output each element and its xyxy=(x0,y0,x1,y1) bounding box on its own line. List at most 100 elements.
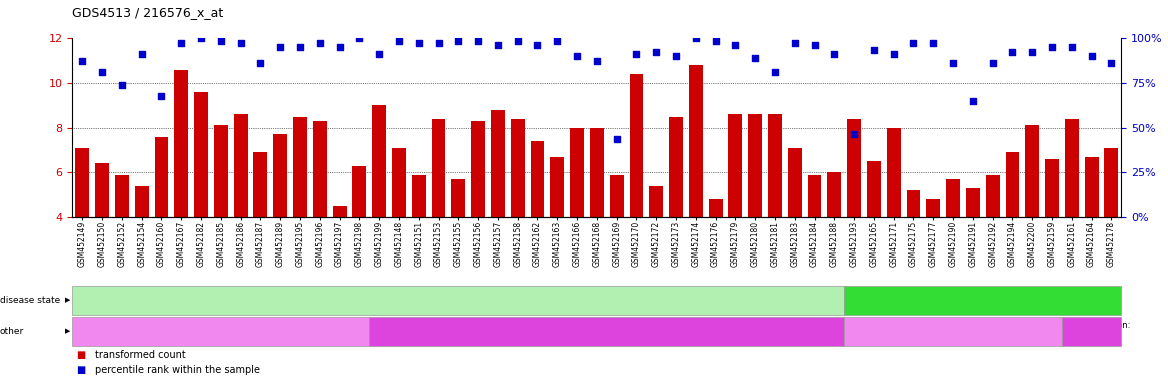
Text: ▶: ▶ xyxy=(64,328,70,334)
Point xyxy=(331,44,349,50)
Text: ▶: ▶ xyxy=(64,298,70,303)
Point xyxy=(231,40,250,46)
Bar xyxy=(530,141,544,217)
Point xyxy=(350,35,369,41)
Point xyxy=(785,40,804,46)
Point xyxy=(746,55,765,61)
Point xyxy=(192,35,210,41)
Bar xyxy=(887,127,901,217)
Bar xyxy=(174,70,188,217)
Bar xyxy=(491,110,505,217)
Point xyxy=(370,51,389,57)
Text: other: other xyxy=(0,327,25,336)
Point xyxy=(410,40,429,46)
Point xyxy=(152,93,171,99)
Point xyxy=(667,53,686,59)
Bar xyxy=(412,175,425,217)
Bar xyxy=(669,116,683,217)
Point xyxy=(251,60,270,66)
Point xyxy=(468,38,487,44)
Point xyxy=(1083,53,1101,59)
Bar xyxy=(451,179,465,217)
Bar xyxy=(432,119,445,217)
Bar xyxy=(392,148,405,217)
Point xyxy=(92,69,111,75)
Bar xyxy=(154,137,168,217)
Bar xyxy=(649,186,663,217)
Point xyxy=(112,82,131,88)
Point xyxy=(291,44,310,50)
Bar xyxy=(1026,126,1040,217)
Bar xyxy=(769,114,781,217)
Text: disease state: disease state xyxy=(0,296,61,305)
Point xyxy=(508,38,527,44)
Text: percentile rank within the sample: percentile rank within the sample xyxy=(95,365,259,375)
Bar xyxy=(807,175,821,217)
Point xyxy=(72,58,91,64)
Point xyxy=(1023,49,1042,55)
Bar xyxy=(114,175,128,217)
Bar xyxy=(788,148,801,217)
Text: relapse: relapse xyxy=(965,295,1001,306)
Bar xyxy=(353,166,367,217)
Point xyxy=(607,136,626,142)
Point xyxy=(172,40,190,46)
Point xyxy=(924,40,943,46)
Bar xyxy=(590,127,604,217)
Point xyxy=(528,42,547,48)
Bar xyxy=(471,121,485,217)
Bar xyxy=(709,199,723,217)
Bar xyxy=(214,126,228,217)
Point xyxy=(884,51,903,57)
Bar xyxy=(95,164,109,217)
Bar xyxy=(134,186,148,217)
Bar xyxy=(373,105,387,217)
Point xyxy=(825,51,843,57)
Bar xyxy=(847,119,861,217)
Bar xyxy=(906,190,920,217)
Point xyxy=(568,53,586,59)
Bar xyxy=(926,199,940,217)
Point xyxy=(944,60,962,66)
Point xyxy=(627,51,646,57)
Text: ■: ■ xyxy=(76,350,85,360)
Text: tumor localization:
proximal: tumor localization: proximal xyxy=(1052,321,1131,341)
Bar xyxy=(1085,157,1099,217)
Point xyxy=(390,38,409,44)
Bar xyxy=(946,179,960,217)
Point xyxy=(429,40,447,46)
Point xyxy=(1103,60,1121,66)
Text: tumor localization: distal: tumor localization: distal xyxy=(902,327,1004,336)
Point xyxy=(132,51,151,57)
Bar xyxy=(610,175,624,217)
Bar xyxy=(194,92,208,217)
Bar xyxy=(1006,152,1020,217)
Point xyxy=(765,69,784,75)
Point xyxy=(844,131,863,137)
Bar xyxy=(729,114,743,217)
Point xyxy=(983,60,1002,66)
Bar xyxy=(570,127,584,217)
Bar xyxy=(986,175,1000,217)
Point xyxy=(449,38,467,44)
Bar xyxy=(234,114,248,217)
Bar xyxy=(1105,148,1118,217)
Point xyxy=(1003,49,1022,55)
Bar xyxy=(1045,159,1059,217)
Point xyxy=(726,42,745,48)
Bar xyxy=(273,134,287,217)
Point xyxy=(1063,44,1082,50)
Bar xyxy=(293,116,307,217)
Bar xyxy=(76,148,89,217)
Text: transformed count: transformed count xyxy=(95,350,186,360)
Point xyxy=(964,98,982,104)
Text: tumor localization: distal: tumor localization: distal xyxy=(169,327,273,336)
Bar xyxy=(689,65,703,217)
Point xyxy=(864,46,883,53)
Bar xyxy=(867,161,881,217)
Point xyxy=(548,38,566,44)
Point xyxy=(271,44,290,50)
Point xyxy=(904,40,923,46)
Point xyxy=(588,58,606,64)
Point xyxy=(805,42,823,48)
